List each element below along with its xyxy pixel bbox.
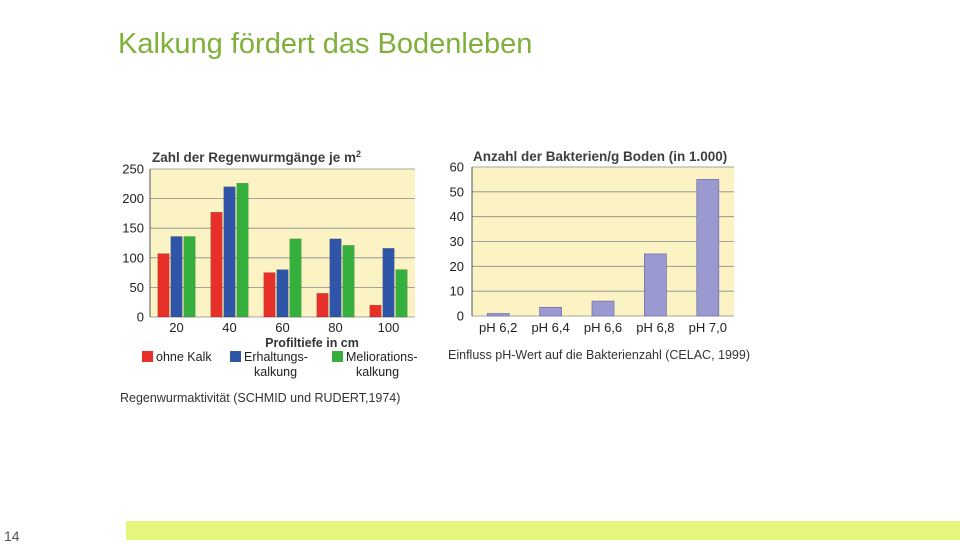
bar-erhaltungskalkung (223, 186, 236, 318)
y-tick-label: 40 (450, 209, 464, 224)
x-tick-label: 100 (378, 320, 400, 335)
bar-ohne-kalk (316, 293, 329, 318)
x-tick-label: 60 (275, 320, 289, 335)
bar-meliorationskalkung (289, 238, 302, 318)
legend: ohne Kalk Erhaltungs-kalkungMeliorations-… (142, 350, 418, 379)
legend-item: ohne Kalk (142, 350, 212, 364)
y-tick-label: 200 (122, 191, 144, 206)
legend-item: Meliorations-kalkung (332, 350, 418, 379)
x-tick-label: pH 6,2 (479, 320, 517, 335)
y-tick-label: 50 (450, 184, 464, 199)
x-tick-label: pH 6,8 (636, 320, 674, 335)
y-tick-label: 50 (130, 280, 144, 295)
y-tick-label: 20 (450, 259, 464, 274)
legend-swatch (142, 351, 153, 362)
bar-ohne-kalk (369, 304, 382, 318)
legend-swatch (332, 351, 343, 362)
y-tick-label: 0 (137, 310, 144, 325)
bar-erhaltungskalkung (382, 248, 395, 318)
bar-erhaltungskalkung (170, 236, 183, 318)
y-tick-label: 100 (122, 250, 144, 265)
y-tick-label: 30 (450, 234, 464, 249)
slide-title: Kalkung fördert das Bodenleben (118, 28, 533, 60)
bacteria-chart: 0 10 20 30 40 50 60 pH 6,2 pH 6,4 pH 6,6 pH 6,8 pH… (448, 149, 750, 362)
footer-left-panel (0, 521, 119, 540)
bar-meliorationskalkung (236, 182, 249, 318)
bar-meliorationskalkung (342, 245, 355, 318)
y-tick-label: 150 (122, 221, 144, 236)
bar-meliorationskalkung (395, 269, 408, 318)
x-tick-label: pH 6,6 (584, 320, 622, 335)
y-tick-label: 250 (122, 162, 144, 177)
bar-erhaltungskalkung (276, 269, 289, 318)
chart-title: Zahl der Regenwurmgänge je m2 (152, 149, 361, 165)
x-tick-label: pH 7,0 (689, 320, 727, 335)
bar (696, 179, 720, 317)
legend-label: kalkung (254, 365, 297, 379)
x-axis-label: Profiltiefe in cm (265, 336, 359, 350)
bar (486, 313, 510, 317)
chart-title: Anzahl der Bakterien/g Boden (in 1.000) (473, 149, 727, 164)
legend-label: ohne Kalk (156, 350, 212, 364)
bar (539, 306, 562, 317)
bar-ohne-kalk (157, 253, 170, 318)
legend-label: Meliorations- (346, 350, 418, 364)
x-tick-label: 40 (222, 320, 236, 335)
x-tick-label: 20 (169, 320, 183, 335)
bar-ohne-kalk (263, 272, 276, 318)
legend-label: kalkung (356, 365, 399, 379)
chart-caption: Einfluss pH-Wert auf die Bakterienzahl (… (448, 348, 750, 362)
page-number: 14 (4, 528, 20, 544)
legend-label: Erhaltungs- (244, 350, 308, 364)
bar-erhaltungskalkung (329, 238, 342, 318)
bar (591, 300, 615, 317)
y-tick-label: 60 (450, 160, 464, 175)
x-tick-label: pH 6,4 (531, 320, 569, 335)
bar (644, 253, 667, 317)
bar-ohne-kalk (210, 211, 223, 318)
chart-caption: Regenwurmaktivität (SCHMID und RUDERT,19… (120, 391, 400, 405)
bar-meliorationskalkung (183, 236, 196, 318)
y-tick-label: 10 (450, 284, 464, 299)
footer-bar (126, 521, 960, 540)
legend-item: Erhaltungs-kalkung (230, 350, 308, 379)
x-tick-label: 80 (328, 320, 342, 335)
y-tick-label: 0 (457, 309, 464, 324)
legend-swatch (230, 351, 241, 362)
earthworm-chart: 0 50 100 150 200 250 20 40 60 80 100 Zahl der Reg… (120, 149, 418, 405)
